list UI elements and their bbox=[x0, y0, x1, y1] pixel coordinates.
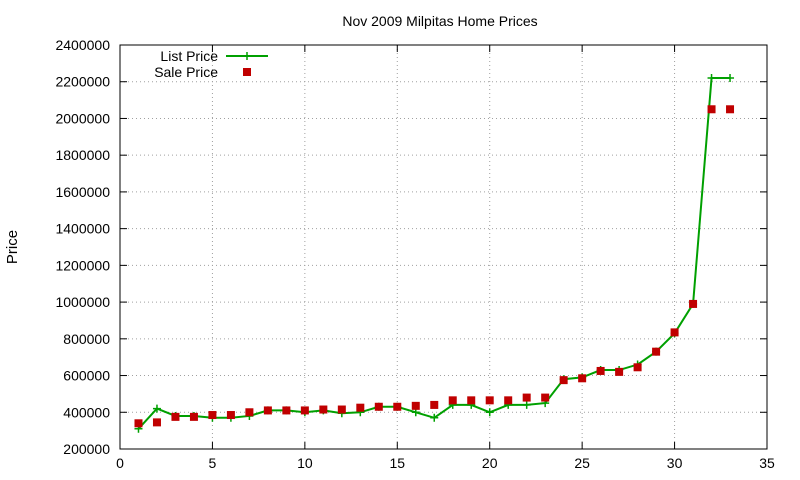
sale-price-point bbox=[578, 374, 587, 383]
sale-price-point bbox=[319, 405, 328, 414]
y-tick-label: 2200000 bbox=[55, 74, 110, 90]
x-tick-label: 10 bbox=[297, 455, 313, 471]
sale-price-point bbox=[245, 408, 254, 417]
y-tick-label: 1200000 bbox=[55, 257, 110, 273]
sale-price-point bbox=[430, 400, 439, 409]
sale-price-point bbox=[689, 299, 698, 308]
sale-price-point bbox=[337, 405, 346, 414]
sale-price-point bbox=[208, 411, 217, 420]
y-tick-label: 1000000 bbox=[55, 294, 110, 310]
sale-price-point bbox=[152, 418, 161, 427]
sale-price-point bbox=[467, 396, 476, 405]
axis-ticks: 0 5 10 15 20 25 30 35 200000 400000 600000 800000 10… bbox=[55, 37, 775, 471]
x-tick-label: 5 bbox=[209, 455, 217, 471]
list-price-point bbox=[522, 400, 531, 409]
sale-price-point bbox=[559, 376, 568, 385]
sale-price-point bbox=[393, 402, 402, 411]
sale-price-point bbox=[615, 367, 624, 376]
y-tick-label: 1600000 bbox=[55, 184, 110, 200]
sale-price-point bbox=[356, 403, 365, 412]
list-price-point bbox=[726, 74, 735, 83]
sale-price-point bbox=[134, 419, 143, 428]
list-price-point bbox=[152, 404, 161, 413]
y-tick-label: 2400000 bbox=[55, 37, 110, 53]
sale-price-point bbox=[411, 401, 420, 410]
sale-price-point bbox=[670, 328, 679, 337]
x-tick-label: 25 bbox=[574, 455, 590, 471]
sale-price-point bbox=[596, 366, 605, 375]
chart-title: Nov 2009 Milpitas Home Prices bbox=[342, 13, 537, 29]
sale-price-point bbox=[189, 412, 198, 421]
plot-border bbox=[119, 44, 768, 450]
x-tick-label: 30 bbox=[667, 455, 683, 471]
x-tick-label: 20 bbox=[482, 455, 498, 471]
y-tick-label: 200000 bbox=[63, 441, 110, 457]
sale-price-point bbox=[485, 396, 494, 405]
y-tick-label: 800000 bbox=[63, 331, 110, 347]
legend-label-sale-price: Sale Price bbox=[154, 64, 218, 80]
y-tick-label: 2000000 bbox=[55, 110, 110, 126]
sale-price-point bbox=[522, 393, 531, 402]
y-tick-label: 400000 bbox=[63, 404, 110, 420]
series-layer bbox=[134, 74, 735, 433]
sale-price-point bbox=[448, 396, 457, 405]
sale-price-point bbox=[263, 406, 272, 415]
sale-price-point bbox=[374, 402, 383, 411]
list-price-point bbox=[430, 413, 439, 422]
x-tick-label: 15 bbox=[389, 455, 405, 471]
legend-label-list-price: List Price bbox=[160, 48, 218, 64]
list-price-point bbox=[707, 74, 716, 83]
y-axis-label: Price bbox=[4, 230, 21, 264]
sale-price-point bbox=[652, 347, 661, 356]
y-tick-label: 1400000 bbox=[55, 221, 110, 237]
sale-price-point bbox=[726, 105, 735, 114]
y-tick-label: 1800000 bbox=[55, 147, 110, 163]
sale-price-point bbox=[226, 411, 235, 420]
sale-price-point bbox=[504, 396, 513, 405]
sale-price-point bbox=[633, 363, 642, 372]
x-tick-label: 0 bbox=[116, 455, 124, 471]
sale-price-point bbox=[300, 406, 309, 415]
x-tick-label: 35 bbox=[759, 455, 775, 471]
legend-marker-list-price bbox=[243, 52, 251, 60]
sale-price-point bbox=[171, 412, 180, 421]
sale-price-point bbox=[541, 393, 550, 402]
legend-swatch-sale-price bbox=[243, 68, 251, 76]
grid-lines bbox=[120, 45, 767, 449]
y-tick-label: 600000 bbox=[63, 368, 110, 384]
list-price-point bbox=[485, 408, 494, 417]
list-price-line bbox=[137, 77, 731, 430]
sale-price-point bbox=[707, 105, 716, 114]
sale-price-point bbox=[282, 406, 291, 415]
